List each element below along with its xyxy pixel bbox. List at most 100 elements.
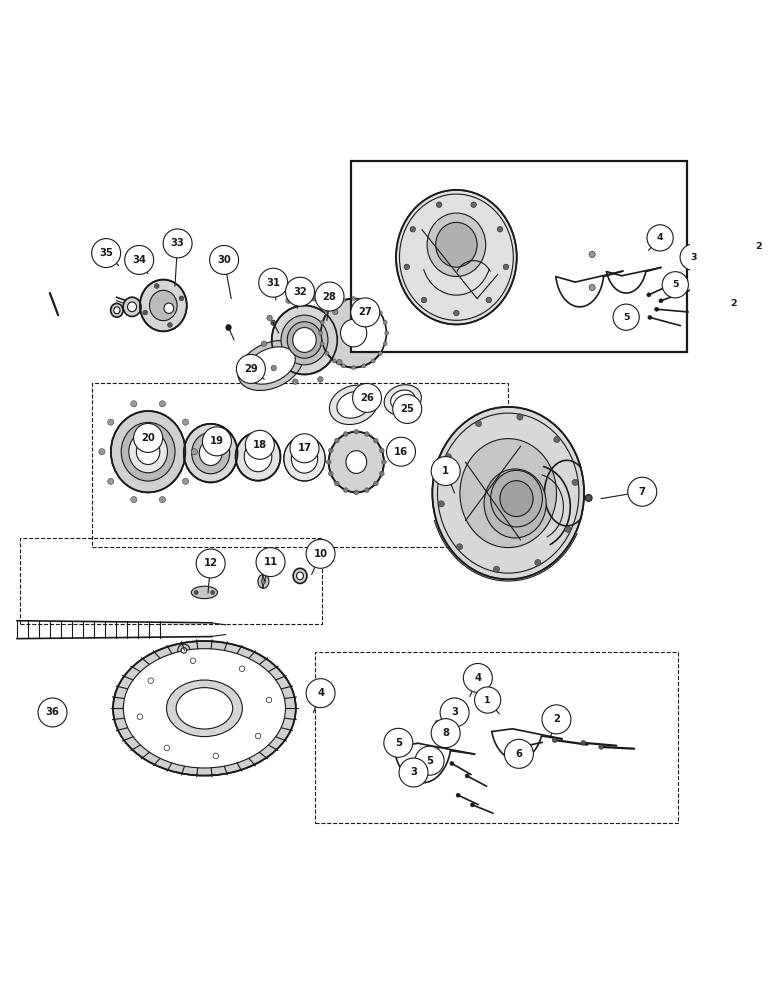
Ellipse shape — [381, 460, 386, 464]
Ellipse shape — [337, 359, 342, 365]
Circle shape — [38, 698, 67, 727]
Text: 1: 1 — [442, 466, 449, 476]
Circle shape — [432, 457, 460, 486]
Ellipse shape — [320, 320, 324, 324]
Ellipse shape — [129, 431, 168, 473]
Ellipse shape — [565, 526, 571, 532]
Text: 5: 5 — [623, 313, 629, 322]
Circle shape — [306, 539, 335, 568]
Ellipse shape — [362, 298, 366, 302]
Ellipse shape — [261, 341, 266, 346]
Ellipse shape — [337, 391, 371, 418]
Bar — [315, 652, 678, 823]
Ellipse shape — [655, 307, 659, 311]
Text: 18: 18 — [252, 440, 267, 450]
Ellipse shape — [404, 264, 410, 270]
Text: 7: 7 — [638, 487, 645, 497]
Ellipse shape — [470, 803, 475, 807]
Text: 2: 2 — [755, 242, 762, 251]
Ellipse shape — [500, 481, 533, 517]
Ellipse shape — [422, 297, 427, 303]
Ellipse shape — [293, 379, 298, 384]
Text: 36: 36 — [46, 707, 59, 717]
Ellipse shape — [346, 451, 367, 473]
Ellipse shape — [235, 432, 280, 481]
Circle shape — [125, 245, 154, 274]
Ellipse shape — [344, 488, 348, 493]
Text: 5: 5 — [672, 280, 679, 289]
Circle shape — [440, 698, 469, 727]
Ellipse shape — [284, 436, 325, 481]
Ellipse shape — [410, 226, 415, 232]
Ellipse shape — [465, 774, 469, 778]
Circle shape — [504, 739, 533, 768]
Ellipse shape — [362, 364, 366, 368]
Ellipse shape — [256, 733, 261, 739]
Ellipse shape — [342, 333, 348, 339]
Ellipse shape — [432, 407, 584, 579]
Ellipse shape — [140, 280, 187, 331]
Bar — [20, 538, 323, 624]
Ellipse shape — [379, 471, 384, 476]
Ellipse shape — [154, 284, 159, 288]
Ellipse shape — [123, 297, 141, 317]
Ellipse shape — [516, 414, 523, 420]
Ellipse shape — [199, 441, 222, 466]
Ellipse shape — [471, 202, 476, 207]
Ellipse shape — [213, 753, 218, 759]
Ellipse shape — [287, 322, 322, 358]
Ellipse shape — [333, 309, 338, 315]
Circle shape — [745, 233, 771, 259]
Ellipse shape — [111, 411, 185, 492]
Ellipse shape — [127, 302, 137, 312]
Ellipse shape — [384, 385, 422, 415]
Ellipse shape — [244, 441, 272, 472]
Ellipse shape — [281, 315, 328, 365]
Ellipse shape — [647, 293, 651, 297]
Text: 2: 2 — [553, 714, 560, 724]
Ellipse shape — [148, 678, 154, 683]
Ellipse shape — [435, 720, 440, 726]
Ellipse shape — [245, 347, 296, 384]
Ellipse shape — [130, 401, 137, 407]
Ellipse shape — [484, 469, 546, 538]
Text: 3: 3 — [690, 253, 696, 262]
Ellipse shape — [503, 264, 509, 270]
Ellipse shape — [311, 296, 317, 301]
Text: 4: 4 — [317, 688, 324, 698]
Ellipse shape — [292, 327, 296, 331]
Ellipse shape — [383, 320, 388, 324]
Ellipse shape — [272, 305, 337, 374]
Circle shape — [256, 548, 285, 577]
Text: 32: 32 — [293, 287, 307, 297]
Text: 30: 30 — [217, 255, 231, 265]
Ellipse shape — [328, 448, 334, 453]
Ellipse shape — [179, 296, 184, 301]
Ellipse shape — [271, 320, 276, 325]
Circle shape — [628, 477, 657, 506]
Ellipse shape — [113, 641, 296, 776]
Circle shape — [399, 758, 428, 787]
Text: 4: 4 — [474, 673, 482, 683]
Circle shape — [353, 383, 381, 412]
Text: 1: 1 — [484, 696, 491, 705]
Ellipse shape — [110, 303, 123, 317]
Text: 28: 28 — [323, 292, 337, 302]
Text: 3: 3 — [451, 707, 458, 717]
Ellipse shape — [497, 226, 503, 232]
Circle shape — [92, 239, 120, 268]
Ellipse shape — [581, 740, 586, 745]
Ellipse shape — [519, 745, 523, 749]
Text: 4: 4 — [657, 233, 663, 242]
Circle shape — [475, 687, 501, 713]
Circle shape — [387, 437, 415, 466]
Circle shape — [209, 245, 239, 274]
Text: 16: 16 — [394, 447, 408, 457]
Text: 2: 2 — [730, 299, 736, 308]
Ellipse shape — [319, 331, 323, 335]
Circle shape — [259, 268, 288, 297]
Ellipse shape — [194, 590, 198, 595]
Text: 8: 8 — [442, 728, 449, 738]
Text: 27: 27 — [358, 307, 372, 317]
Ellipse shape — [113, 307, 120, 314]
